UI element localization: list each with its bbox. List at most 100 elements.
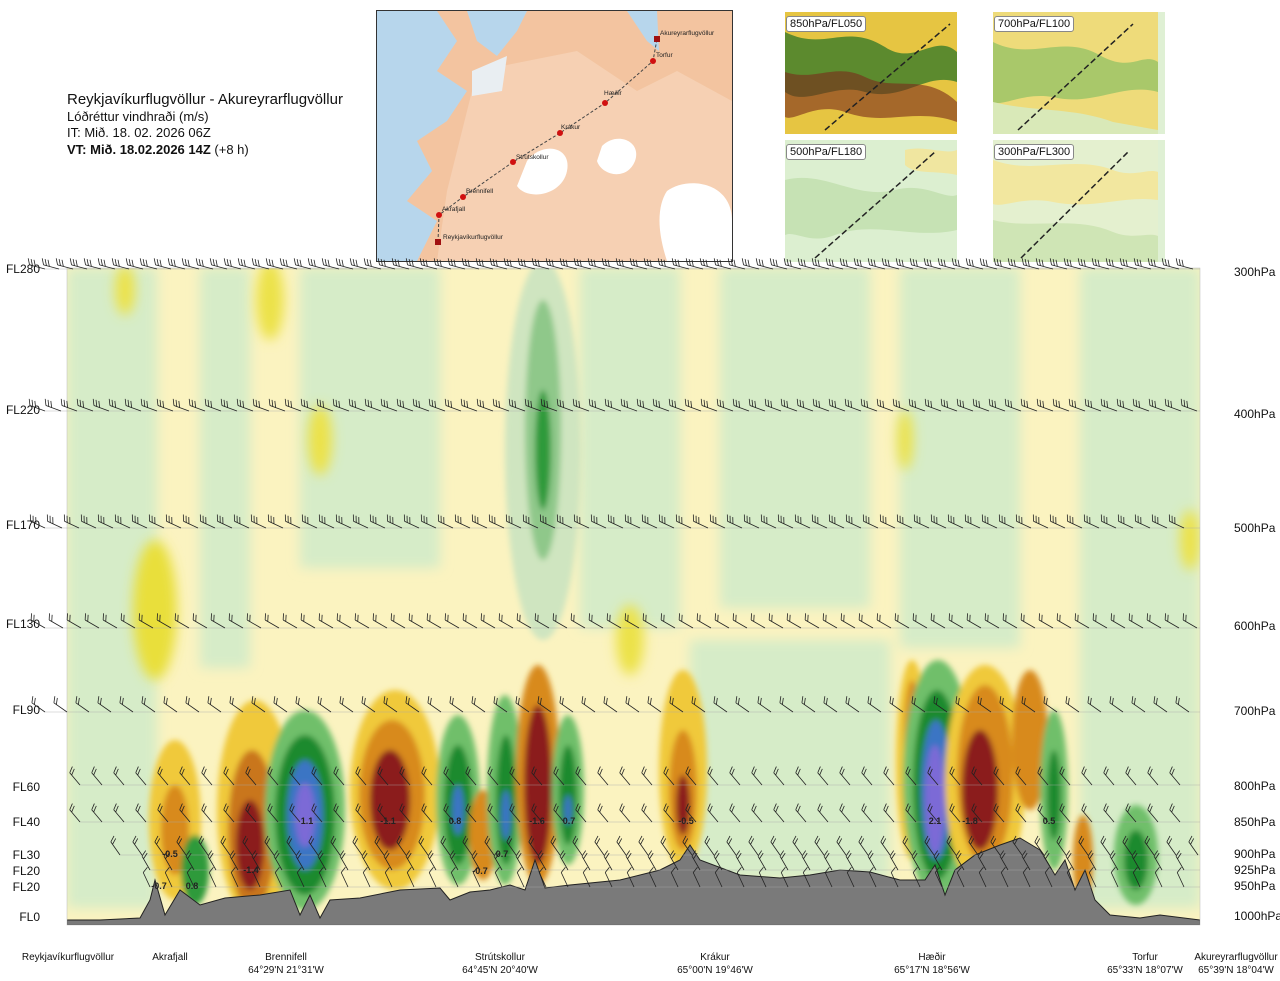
wind-barb — [363, 258, 382, 270]
wind-barb — [1116, 398, 1134, 412]
wind-barb — [641, 803, 653, 823]
wind-barb — [729, 766, 741, 786]
wind-barb — [140, 398, 158, 412]
cell-value-label: -0.7 — [472, 866, 488, 876]
wind-barb — [1043, 850, 1053, 871]
wind-barb — [139, 258, 158, 270]
wind-barb — [1038, 613, 1054, 629]
wind-barb — [780, 398, 798, 412]
wind-barb — [889, 850, 899, 871]
wind-barb — [625, 696, 640, 713]
wind-barb — [372, 613, 388, 629]
wind-barb — [1015, 766, 1027, 786]
wind-barb — [1000, 866, 1009, 888]
wind-barb — [488, 514, 505, 529]
wind-barb — [60, 398, 78, 412]
wind-barb — [267, 766, 279, 786]
wind-barb — [823, 696, 838, 713]
wind-barb — [135, 766, 147, 786]
wind-barb — [534, 613, 550, 629]
wind-barb — [444, 613, 460, 629]
wind-barb — [531, 803, 543, 823]
mini-map-500-svg — [785, 140, 957, 262]
wind-barb — [53, 696, 68, 713]
wind-barb — [641, 514, 658, 529]
wind-barb — [795, 766, 807, 786]
wind-barb — [311, 803, 323, 823]
wind-barb — [909, 258, 928, 270]
wind-barb — [990, 835, 1001, 856]
map-label-akrafjall: Akrafjall — [442, 206, 466, 213]
wind-barb — [484, 835, 495, 856]
wind-barb — [883, 803, 895, 823]
waypoint-name: Reykjavíkurflugvöllur — [21, 952, 115, 963]
wind-barb — [354, 613, 370, 629]
wind-barb — [840, 613, 856, 629]
wind-barb — [48, 613, 64, 629]
wind-barb — [908, 398, 926, 412]
wind-barb — [792, 835, 803, 856]
wind-barb — [383, 696, 398, 713]
waypoint-name: Strútskollur — [474, 952, 525, 963]
route-map-svg: Akureyrarflugvöllur Torfur Hæðir Krákur … — [377, 11, 732, 261]
wind-barb — [704, 835, 715, 856]
wind-barb — [648, 866, 657, 888]
wind-barb — [735, 696, 750, 713]
wind-barb — [1122, 835, 1133, 856]
wind-barb — [506, 835, 517, 856]
wind-barb — [265, 258, 284, 270]
wind-barb — [1021, 258, 1040, 270]
wind-barb — [1036, 398, 1054, 412]
wind-barb — [594, 835, 605, 856]
wind-barb — [188, 398, 206, 412]
wind-barb — [220, 398, 238, 412]
wind-barb — [795, 803, 807, 823]
wind-barb — [678, 613, 694, 629]
cell-value-label: 0.5 — [1043, 816, 1056, 826]
wind-barb — [135, 803, 147, 823]
wind-barb — [476, 398, 494, 412]
wind-barb — [707, 766, 719, 786]
wind-barb — [993, 803, 1005, 823]
wind-barb — [1100, 514, 1117, 529]
wind-barb — [1065, 696, 1080, 713]
wind-barb — [880, 835, 891, 856]
waypoint-coord: 65°00'N 19°46'W — [677, 965, 753, 976]
wind-barb — [1020, 613, 1036, 629]
wind-barb — [75, 696, 90, 713]
wind-barb — [552, 613, 568, 629]
wind-barb — [713, 850, 723, 871]
level-right-700: 700hPa — [1234, 704, 1276, 718]
wind-barb — [905, 766, 917, 786]
wind-barb — [862, 514, 879, 529]
wind-barb — [204, 398, 222, 412]
wind-barb — [601, 258, 620, 270]
wind-barb — [1066, 514, 1083, 529]
wind-barb — [839, 258, 858, 270]
wind-barb — [412, 398, 430, 412]
wind-barb — [619, 766, 631, 786]
wind-barb — [616, 835, 627, 856]
wind-barb — [339, 696, 354, 713]
cell-value-label: 0.8 — [186, 881, 199, 891]
wind-barb — [233, 514, 250, 529]
wind-barb — [1077, 258, 1096, 270]
wind-barb — [31, 696, 46, 713]
wind-barb — [643, 258, 662, 270]
wind-barb — [1147, 803, 1159, 823]
level-left-fl20a: FL20 — [12, 864, 40, 878]
wind-barb — [876, 613, 892, 629]
wind-barb — [228, 613, 244, 629]
wind-barb — [141, 696, 156, 713]
wind-barb — [148, 514, 165, 529]
wind-barb — [1074, 613, 1090, 629]
wind-barb — [923, 258, 942, 270]
wind-barb — [29, 514, 46, 529]
wind-barb — [185, 696, 200, 713]
wind-barb — [28, 398, 46, 412]
wind-barb — [418, 835, 429, 856]
wind-barb — [553, 803, 565, 823]
wind-barb — [1056, 613, 1072, 629]
wind-barb — [691, 696, 706, 713]
wind-barb — [780, 866, 789, 888]
